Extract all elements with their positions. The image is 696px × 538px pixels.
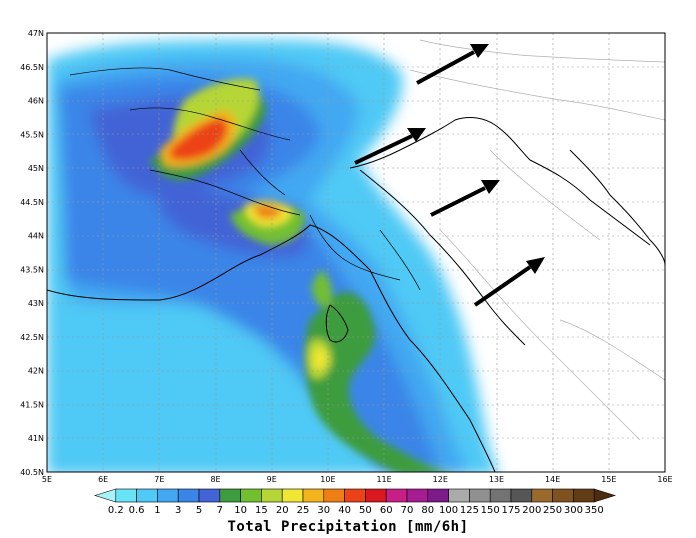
wind-arrows	[354, 44, 545, 307]
lon-tick-label: 11E	[376, 475, 391, 484]
colorbar-label: 175	[501, 505, 520, 516]
lon-tick-label: 15E	[601, 475, 616, 484]
colorbar-swatch	[219, 488, 241, 503]
wind-arrow	[473, 265, 532, 307]
colorbar-label: 3	[175, 505, 181, 516]
colorbar-label: 350	[585, 505, 604, 516]
colorbar-swatch	[323, 488, 345, 503]
colorbar-swatch	[469, 488, 491, 503]
wind-arrow	[416, 50, 475, 85]
lat-tick-label: 43.5N	[20, 265, 44, 274]
colorbar-swatch	[240, 488, 262, 503]
grid-lines	[47, 33, 665, 472]
colorbar-label: 25	[297, 505, 310, 516]
colorbar-label: 150	[481, 505, 500, 516]
colorbar-label: 10	[234, 505, 247, 516]
colorbar-swatch	[448, 488, 470, 503]
lon-tick-label: 9E	[267, 475, 277, 484]
lon-tick-label: 8E	[210, 475, 220, 484]
lat-tick-label: 47N	[28, 29, 44, 38]
colorbar-swatch	[593, 488, 617, 503]
colorbar-swatch	[489, 488, 512, 503]
colorbar-swatch	[177, 488, 200, 503]
wind-arrow-head	[481, 180, 500, 194]
lat-tick-label: 45.5N	[20, 130, 44, 139]
lat-tick-label: 46N	[28, 97, 44, 106]
colorbar-label: 0.6	[129, 505, 145, 516]
lon-tick-label: 10E	[320, 475, 335, 484]
wind-arrow	[354, 134, 413, 165]
colorbar-swatch	[573, 488, 595, 503]
colorbar-swatch	[427, 488, 449, 503]
lat-axis: 47N 46.5N 46N 45.5N 45N 44.5N 44N 43.5N 43N 42.5N…	[20, 29, 44, 477]
colorbar-label: 5	[196, 505, 202, 516]
lon-tick-label: 13E	[489, 475, 504, 484]
colorbar-label: 40	[338, 505, 351, 516]
lat-tick-label: 40.5N	[20, 468, 44, 477]
lat-tick-label: 44.5N	[20, 198, 44, 207]
lat-tick-label: 41N	[28, 434, 44, 443]
plot-frame	[46, 32, 666, 473]
lat-tick-label: 43N	[28, 299, 44, 308]
colorbar-label: 20	[276, 505, 289, 516]
lat-tick-label: 45N	[28, 164, 44, 173]
wind-arrow-head	[526, 257, 545, 274]
colorbar-title: Total Precipitation [mm/6h]	[227, 519, 468, 535]
colorbar: 0.2 0.6 1 3 5 7 10 15 20 25 30 40 50 60 70 80 100 125 150 1…	[93, 488, 617, 516]
wind-arrow-head	[470, 44, 489, 58]
colorbar-swatch	[157, 488, 179, 503]
lon-tick-label: 12E	[433, 475, 448, 484]
colorbar-swatch	[93, 488, 117, 503]
wind-arrow	[430, 186, 486, 217]
colorbar-label: 80	[421, 505, 434, 516]
borders	[409, 39, 665, 441]
precipitation-field	[47, 40, 499, 472]
lon-tick-label: 6E	[98, 475, 108, 484]
colorbar-swatch	[531, 488, 553, 503]
colorbar-swatch	[344, 488, 366, 503]
lon-axis: 5E 6E 7E 8E 9E 10E 11E 12E 13E 14E 15E 16E	[42, 475, 673, 484]
lat-tick-label: 42N	[28, 367, 44, 376]
colorbar-label: 15	[255, 505, 268, 516]
colorbar-label: 7	[217, 505, 223, 516]
lat-tick-label: 42.5N	[20, 333, 44, 342]
coastlines	[47, 117, 665, 472]
colorbar-swatch	[510, 488, 533, 503]
colorbar-label: 200	[522, 505, 541, 516]
colorbar-swatch	[365, 488, 387, 503]
colorbar-label: 250	[543, 505, 562, 516]
lat-tick-label: 41.5N	[20, 400, 44, 409]
lon-tick-label: 5E	[42, 475, 52, 484]
colorbar-label: 50	[359, 505, 372, 516]
lon-tick-label: 7E	[154, 475, 164, 484]
colorbar-swatch	[136, 488, 158, 503]
lat-tick-label: 46.5N	[20, 63, 44, 72]
colorbar-label: 300	[564, 505, 583, 516]
lon-tick-label: 16E	[657, 475, 672, 484]
lat-tick-label: 44N	[28, 232, 44, 241]
colorbar-label: 60	[380, 505, 393, 516]
colorbar-swatch	[261, 488, 283, 503]
colorbar-label: 100	[439, 505, 458, 516]
colorbar-label: 1	[154, 505, 160, 516]
colorbar-label: 0.2	[108, 505, 124, 516]
colorbar-swatch	[385, 488, 408, 503]
colorbar-swatch	[552, 488, 574, 503]
colorbar-swatch	[198, 488, 221, 503]
colorbar-label: 30	[317, 505, 330, 516]
wind-arrow-head	[407, 128, 426, 142]
colorbar-swatch	[115, 488, 137, 503]
lon-tick-label: 14E	[545, 475, 560, 484]
regional-borders	[69, 67, 421, 291]
colorbar-label: 70	[401, 505, 414, 516]
colorbar-label: 125	[460, 505, 479, 516]
colorbar-swatch	[302, 488, 325, 503]
colorbar-swatch	[406, 488, 429, 503]
colorbar-swatch	[281, 488, 304, 503]
